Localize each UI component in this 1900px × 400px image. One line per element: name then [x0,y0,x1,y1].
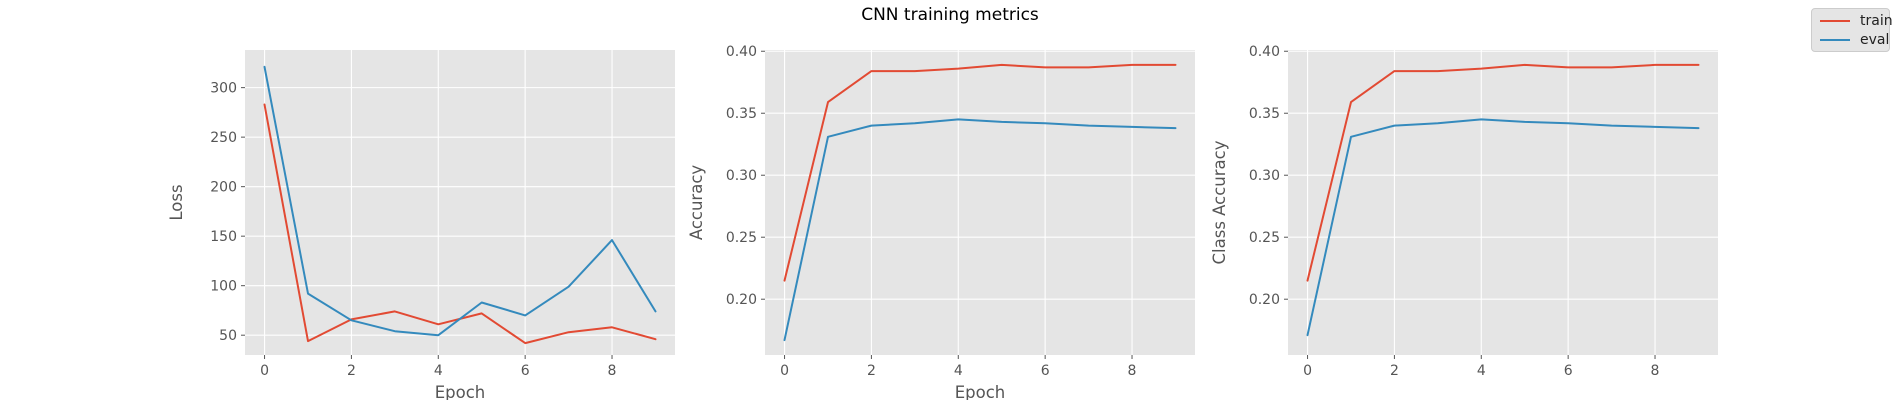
y-tick-label: 0.30 [1249,168,1280,184]
figure-title: CNN training metrics [861,5,1039,25]
y-tick-label: 300 [210,81,237,97]
y-tick-label: 0.35 [726,106,757,122]
y-axis-label: Loss [167,184,186,220]
legend-entry-train: train [1820,12,1893,30]
x-tick-label: 6 [1041,363,1050,379]
chart-panel-1: 0 2 4 6 8 50 100 150 200 250 300 Epoch Loss [167,50,675,400]
y-tick-label: 50 [219,328,237,344]
legend-swatch-eval [1820,39,1850,41]
y-axis-label: Class Accuracy [1210,140,1229,264]
x-tick-label: 6 [1564,363,1573,379]
chart-panel-2: 0 2 4 6 8 0.20 0.25 0.30 0.35 0.40 Epoch Accuracy [687,44,1195,400]
y-tick-label: 0.40 [726,44,757,60]
x-tick-label: 2 [1390,363,1399,379]
plot-area-3 [1288,50,1718,355]
y-tick-label: 0.25 [726,230,757,246]
y-tick-label: 0.25 [1249,230,1280,246]
series-line-train [1306,63,1700,282]
x-tick-label: 6 [521,363,530,379]
y-tick-label: 100 [210,279,237,295]
x-tick-label: 2 [867,363,876,379]
x-axis-label: Epoch [955,383,1006,400]
y-tick-label: 200 [210,180,237,196]
x-tick-label: 4 [434,363,443,379]
x-tick-label: 0 [1303,363,1312,379]
x-tick-label: 4 [1477,363,1486,379]
y-tick-label: 0.30 [726,168,757,184]
x-axis-label: Epoch [435,383,486,400]
y-tick-label: 250 [210,130,237,146]
y-tick-label: 150 [210,229,237,245]
y-tick-label: 0.20 [1249,292,1280,308]
x-tick-label: 4 [954,363,963,379]
series-line-eval [783,118,1177,342]
legend-label-train: train [1860,13,1893,29]
y-tick-label: 0.20 [726,292,757,308]
legend-swatch-train [1820,20,1850,22]
x-tick-label: 8 [1651,363,1660,379]
x-tick-label: 2 [347,363,356,379]
x-tick-label: 8 [608,363,617,379]
series-line-eval [1306,118,1700,337]
legend: train eval [1811,8,1893,52]
y-tick-label: 0.40 [1249,44,1280,60]
plot-area-1 [245,50,675,355]
y-tick-label: 0.35 [1249,106,1280,122]
legend-label-eval: eval [1860,32,1890,48]
y-axis-label: Accuracy [687,165,706,241]
series-line-train [783,63,1177,282]
x-tick-label: 0 [780,363,789,379]
chart-panel-3: 0 2 4 6 8 0.20 0.25 0.30 0.35 0.40 Class Accuracy [1210,44,1718,379]
plot-area-2 [765,50,1195,355]
x-tick-label: 8 [1128,363,1137,379]
series-line-eval [263,65,657,337]
x-tick-label: 0 [260,363,269,379]
legend-entry-eval: eval [1820,31,1889,49]
